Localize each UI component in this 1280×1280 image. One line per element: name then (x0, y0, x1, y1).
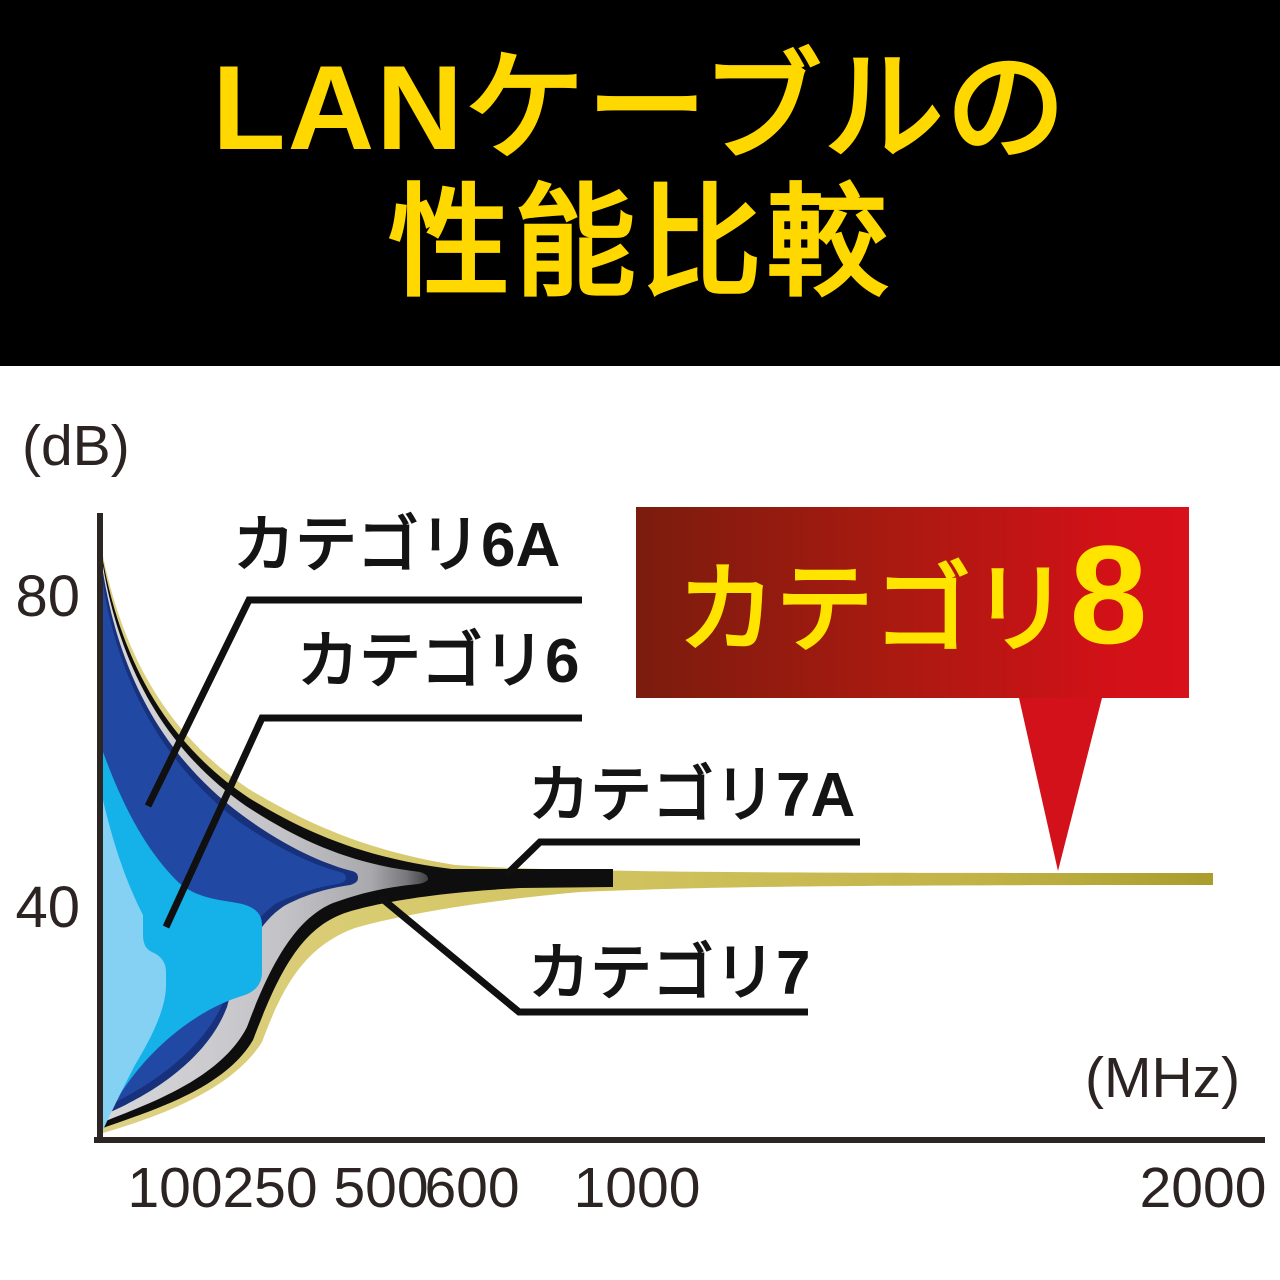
y-tick-40: 40 (15, 875, 80, 940)
page-title-line2: 性能比較 (388, 175, 892, 311)
cat7a-callout-line (502, 838, 860, 879)
x-tick-100: 100 (127, 1156, 223, 1220)
page-title-line1: LANケーブルの (212, 41, 1068, 175)
y-tick-80: 80 (15, 564, 80, 629)
category-8-badge: カテゴリ8 (636, 507, 1189, 698)
label-category-7a: カテゴリ7A (528, 761, 856, 830)
badge-number: 8 (1069, 516, 1148, 673)
cat6-callout-line (162, 714, 582, 929)
x-tick-250: 250 (222, 1156, 318, 1220)
cat7-callout-line (377, 894, 808, 1016)
cat6-inner-highlight (103, 800, 166, 1130)
x-axis-line (94, 1137, 1265, 1143)
cat6a-callout-line (144, 596, 582, 808)
badge-pointer-icon (1019, 698, 1102, 871)
label-category-7: カテゴリ7 (528, 939, 811, 1008)
x-axis-unit-label: (MHz) (1085, 1046, 1241, 1110)
label-category-6: カテゴリ6 (297, 627, 580, 696)
y-axis-unit-label: (dB) (22, 414, 130, 478)
y-axis-line (97, 513, 103, 1143)
x-tick-500: 500 (333, 1156, 429, 1220)
x-tick-1000: 1000 (573, 1156, 701, 1220)
badge-text: カテゴリ (677, 554, 1070, 664)
x-tick-2000: 2000 (1139, 1156, 1267, 1220)
x-tick-600: 600 (424, 1156, 520, 1220)
label-category-6a: カテゴリ6A (233, 511, 561, 580)
header-band: LANケーブルの 性能比較 (0, 0, 1280, 366)
